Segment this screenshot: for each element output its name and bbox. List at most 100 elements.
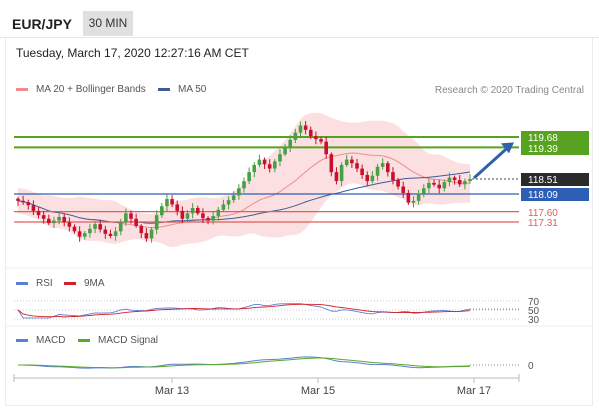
datetime-label: Tuesday, March 17, 2020 12:27:16 AM CET xyxy=(16,46,249,60)
price-label-117-31: 117.31 xyxy=(528,218,558,229)
candle-body xyxy=(463,181,467,185)
candle-body xyxy=(437,184,441,189)
candle-body xyxy=(62,216,67,223)
candle-body xyxy=(170,199,174,205)
candle-body xyxy=(195,208,200,214)
rsi-tick-label: 70 xyxy=(528,297,540,308)
candle-body xyxy=(149,229,154,239)
candle-body xyxy=(432,182,436,185)
legend-swatch-macd-signal xyxy=(78,339,90,342)
candle-body xyxy=(88,228,92,234)
candle-body xyxy=(329,154,334,173)
price-tag-119-68 xyxy=(521,131,589,144)
rsi-tick-label: 30 xyxy=(528,315,540,326)
candle-body xyxy=(206,218,210,221)
candle-body xyxy=(231,195,236,201)
candle-body xyxy=(339,164,344,182)
candle-body xyxy=(26,202,31,206)
candle-body xyxy=(293,132,298,140)
macd-signal-line xyxy=(18,357,471,369)
legend-swatch-ma50 xyxy=(158,88,170,91)
legend-label-ma20: MA 20 + Bollinger Bands xyxy=(36,84,146,95)
candle-body xyxy=(447,177,452,183)
price-label-119-68: 119.68 xyxy=(528,133,558,144)
candle-body xyxy=(93,224,97,229)
macd-group: 0 xyxy=(18,356,534,372)
chart-frame xyxy=(5,38,593,406)
legend-macd: MACD xyxy=(16,335,65,346)
legend-ma20: MA 20 + Bollinger Bands xyxy=(16,84,146,95)
candle-body xyxy=(139,225,144,234)
candle-body xyxy=(47,218,51,224)
candle-body xyxy=(221,204,226,210)
candle-body xyxy=(185,213,190,219)
candle-body xyxy=(226,200,231,205)
candle-body xyxy=(267,164,272,169)
candle-body xyxy=(247,172,251,182)
price-tag-118-09 xyxy=(521,188,589,201)
macd-tick-label: 0 xyxy=(528,361,534,372)
legend-label-rsi-ma: 9MA xyxy=(84,278,105,289)
candle-body xyxy=(154,215,159,230)
pair-title: EUR/JPY xyxy=(12,16,72,32)
candle-body xyxy=(262,159,267,165)
candle-body xyxy=(370,175,375,182)
x-tick-label: Mar 15 xyxy=(301,385,335,397)
price-tag-118-51 xyxy=(521,173,589,186)
price-label-118-09: 118.09 xyxy=(528,190,558,201)
candle-body xyxy=(57,216,61,221)
candle-body xyxy=(468,178,472,182)
x-tick-label: Mar 17 xyxy=(457,385,491,397)
candle-body xyxy=(391,172,395,181)
candle-body xyxy=(298,125,303,133)
candle-body xyxy=(344,159,349,165)
candle-body xyxy=(314,136,318,140)
candle-body xyxy=(72,226,77,232)
forecast-arrow-shaft xyxy=(472,146,510,180)
candle-body xyxy=(375,166,380,176)
candle-body xyxy=(411,200,416,203)
candle-body xyxy=(82,233,87,237)
candle-body xyxy=(216,209,221,216)
candle-body xyxy=(103,229,108,234)
candle-body xyxy=(442,182,447,189)
candles-group xyxy=(16,121,514,243)
candle-body xyxy=(175,204,180,211)
legend-rsi: RSI xyxy=(16,278,53,289)
candle-body xyxy=(52,220,56,224)
candle-body xyxy=(190,208,195,214)
level-lines-group xyxy=(14,136,519,223)
candle-body xyxy=(252,164,257,173)
candle-body xyxy=(118,222,123,232)
header-divider xyxy=(0,37,599,38)
legend-label-ma50: MA 50 xyxy=(178,84,207,95)
candle-body xyxy=(180,210,185,219)
candle-body xyxy=(165,199,169,207)
candle-body xyxy=(36,210,41,216)
candle-body xyxy=(21,200,25,203)
legend-macd-signal: MACD Signal xyxy=(78,335,158,346)
candle-body xyxy=(365,175,370,182)
candle-body xyxy=(283,147,287,155)
candle-body xyxy=(129,213,133,219)
x-tick-label: Mar 13 xyxy=(155,385,189,397)
candle-body xyxy=(452,177,457,181)
timeframe-button[interactable]: 30 MIN xyxy=(83,11,133,36)
candle-body xyxy=(278,154,282,162)
candle-body xyxy=(350,159,354,164)
candle-body xyxy=(308,129,313,137)
candle-body xyxy=(457,180,462,185)
candle-body xyxy=(416,193,421,201)
ma50-line xyxy=(17,171,471,224)
candle-body xyxy=(98,224,102,230)
candle-body xyxy=(41,215,46,219)
macd-line xyxy=(18,356,471,369)
legend-swatch-rsi-ma xyxy=(64,282,76,285)
candle-body xyxy=(237,188,241,196)
candle-body xyxy=(201,213,205,219)
candle-body xyxy=(360,168,364,176)
price-label-119-39: 119.39 xyxy=(528,144,558,155)
